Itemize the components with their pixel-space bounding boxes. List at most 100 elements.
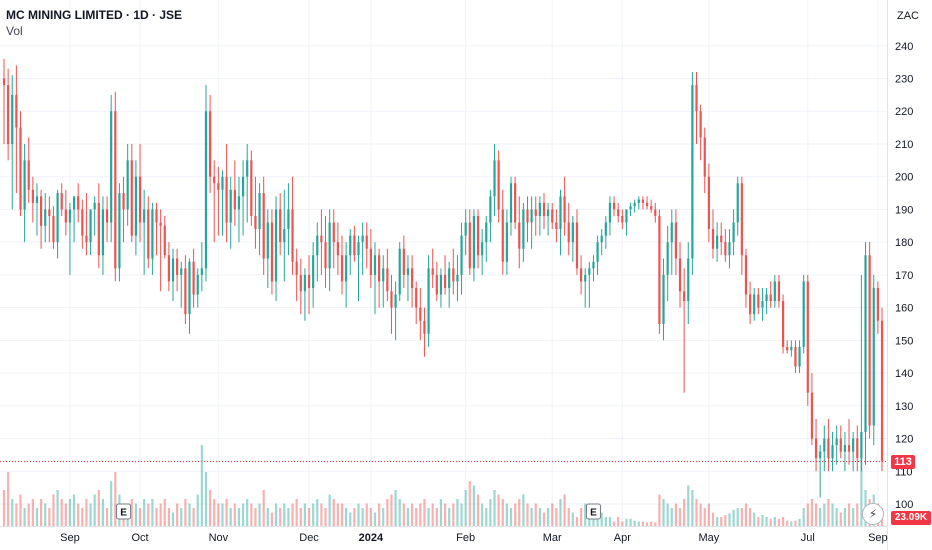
earnings-marker[interactable] [116, 503, 132, 520]
y-tick-label: 110 [895, 466, 913, 478]
volume-bar [303, 503, 307, 526]
volume-bar [180, 508, 183, 526]
candle-body [472, 215, 476, 269]
volume-bar [559, 499, 562, 526]
candle-body [303, 274, 307, 292]
volume-bar [773, 517, 776, 526]
candle-body [674, 222, 677, 259]
volume-bar [114, 472, 117, 526]
symbol-title[interactable]: MC MINING LIMITED · 1D · JSE [6, 8, 183, 22]
volume-bar [431, 503, 434, 526]
volume-bar [860, 454, 863, 526]
volume-bar [633, 520, 636, 526]
candle-body [852, 438, 855, 452]
candle-body [588, 268, 591, 275]
earnings-marker-label: E [590, 508, 597, 519]
volume-bar [769, 518, 772, 526]
volume-bar [357, 503, 360, 526]
candle-body [345, 255, 348, 282]
candle-body [637, 199, 640, 203]
candle-body [662, 274, 665, 324]
volume-bar [378, 503, 381, 526]
candle-body [163, 225, 166, 256]
volume-bar [250, 503, 253, 526]
volume-bar [299, 508, 302, 526]
volume-bar [617, 517, 620, 526]
volume-bar [571, 512, 574, 526]
candle-body [691, 85, 694, 259]
candle-body [625, 209, 628, 223]
candle-body [105, 209, 109, 223]
goto-realtime-button[interactable]: ⚡ [862, 503, 884, 525]
candle-body [423, 320, 426, 334]
volume-bar [703, 508, 706, 526]
y-tick-label: 170 [895, 270, 913, 282]
candle-body [814, 438, 818, 459]
volume-bar [509, 508, 513, 526]
candle-body [406, 268, 410, 275]
volume-bar [608, 517, 612, 526]
candle-body [452, 268, 455, 282]
volume-bar [258, 503, 261, 526]
candle-body [740, 183, 743, 256]
volume-bar [415, 508, 418, 526]
candle-body [11, 94, 14, 144]
earnings-marker[interactable] [585, 503, 601, 520]
candle-body [81, 209, 84, 236]
candle-body [390, 291, 393, 308]
x-tick-label: May [698, 532, 719, 544]
x-tick-label: Oct [131, 532, 148, 544]
candle-body [110, 111, 113, 223]
candle-body [538, 202, 541, 216]
candle-body [155, 209, 158, 223]
candle-body [229, 189, 232, 223]
candle-body [633, 202, 636, 207]
volume-bar [621, 521, 624, 526]
candle-body [39, 196, 43, 226]
volume-bar [781, 517, 785, 526]
volume-bar [823, 503, 826, 526]
candle-body [15, 94, 18, 128]
candle-body [19, 127, 22, 210]
earnings-marker-label: E [120, 508, 127, 519]
volume-legend-label[interactable]: Vol [6, 24, 23, 38]
volume-bar [720, 517, 723, 526]
volume-bar [266, 508, 269, 526]
candle-body [761, 301, 764, 308]
candle-body [711, 229, 715, 249]
candle-body [373, 255, 377, 275]
x-tick-label: Dec [299, 532, 319, 544]
candle-body [645, 202, 649, 207]
candle-body [505, 222, 508, 262]
candle-body [171, 258, 175, 282]
volume-bar [798, 518, 801, 526]
candle-body [439, 274, 443, 295]
candle-body [819, 451, 822, 459]
chart-legend: MC MINING LIMITED · 1D · JSE Vol [6, 7, 182, 39]
candle-body [118, 193, 121, 269]
volume-bar [670, 508, 673, 526]
volume-bar [777, 518, 781, 526]
volume-bar [390, 494, 393, 526]
volume-bar [695, 499, 698, 526]
volume-bar [295, 499, 298, 526]
volume-bar [196, 494, 199, 526]
candle-body [670, 222, 673, 243]
y-tick-label: 140 [895, 368, 913, 380]
candle-body [612, 202, 616, 210]
volume-bar [711, 512, 715, 526]
candle-body [847, 445, 851, 452]
volume-bar [732, 509, 735, 526]
candle-body [2, 78, 6, 86]
volume-bar [246, 499, 249, 526]
candle-body [188, 261, 191, 315]
candle-body [200, 268, 203, 275]
volume-bar [373, 512, 377, 526]
candle-body [357, 242, 360, 256]
candle-body [443, 274, 447, 288]
currency-label[interactable]: ZAC [897, 10, 919, 22]
candle-body [233, 189, 236, 210]
candle-body [241, 176, 245, 197]
